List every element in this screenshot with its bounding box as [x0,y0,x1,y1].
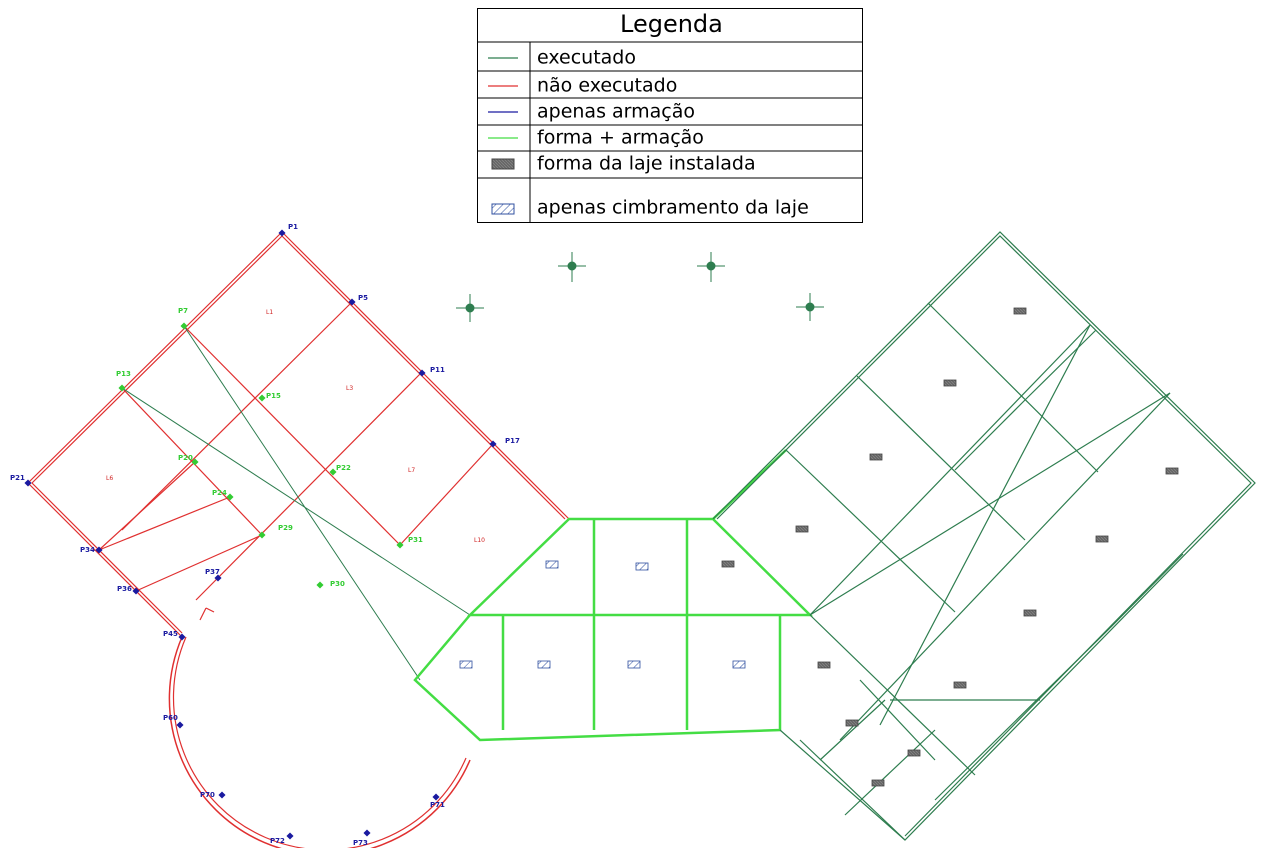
legend-item: forma + armação [537,127,704,149]
pillar-label: P5 [358,294,368,302]
pillar [432,793,440,801]
pillar [489,440,497,448]
pillar [418,369,426,377]
pillar-label: P7 [178,307,188,315]
pillar [95,546,103,554]
pillar [348,298,356,306]
legend-title: Legenda [620,10,723,38]
pillar [286,832,294,840]
pillar-label: P73 [353,839,368,847]
slab-label: L6 [106,475,113,482]
pillar-label: P72 [270,837,285,845]
slab-fills [459,307,1179,787]
pillar-label: P29 [278,524,293,532]
green-wing [712,231,1256,841]
pillar-label: P22 [336,464,351,472]
slab-label: L3 [346,385,353,392]
column-markers [456,252,824,322]
pillar-label: P45 [163,630,178,638]
pillar [329,468,337,476]
pillar [176,721,184,729]
legend-item: executado [537,47,636,69]
pillar [258,394,266,402]
pillar [258,531,266,539]
slab-label: L10 [474,537,485,544]
pillar-label: P1 [288,223,298,231]
pillar [316,581,324,589]
pillar-label: P11 [430,366,445,374]
pillar-label: P17 [505,437,520,445]
legend-symbols [488,57,518,215]
pillar [363,829,371,837]
pillar-label: P24 [212,489,227,497]
pillar [180,322,188,330]
slab-label: L1 [266,309,273,316]
pillar-label: P71 [430,801,445,809]
pillar [396,541,404,549]
pillar-label: P13 [116,370,131,378]
pillar [24,479,32,487]
middle-block [413,449,814,742]
pillar [178,633,186,641]
pillar-label: P15 [266,392,281,400]
pillar-label: P37 [205,568,220,576]
legend-item: forma da laje instalada [537,153,756,175]
pillar-label: P21 [10,474,25,482]
pillar [118,384,126,392]
pillar-label: P20 [178,454,193,462]
labels: P1 P5 P11 P17 P7 P13 P21 P34 P36 P45 P15 P20 P24 P22 P… [10,223,520,847]
legend [477,8,863,223]
pillar [214,574,222,582]
pillar-label: P31 [408,536,423,544]
pillar [132,587,140,595]
pillar-label: P36 [117,585,132,593]
pillar-label: P30 [330,580,345,588]
legend-item: não executado [537,75,677,97]
pillar [218,791,226,799]
slab-label: L7 [408,467,415,474]
pillar-label: P70 [200,791,215,799]
red-wing-diagonals [121,325,471,681]
legend-item: apenas cimbramento da laje [537,197,809,219]
legend-item: apenas armação [537,101,695,123]
red-wing [27,231,570,848]
pillar-label: P60 [163,714,178,722]
pillar [191,458,199,466]
pillar [226,493,234,501]
pillar-label: P34 [80,546,95,554]
pillar [278,229,286,237]
